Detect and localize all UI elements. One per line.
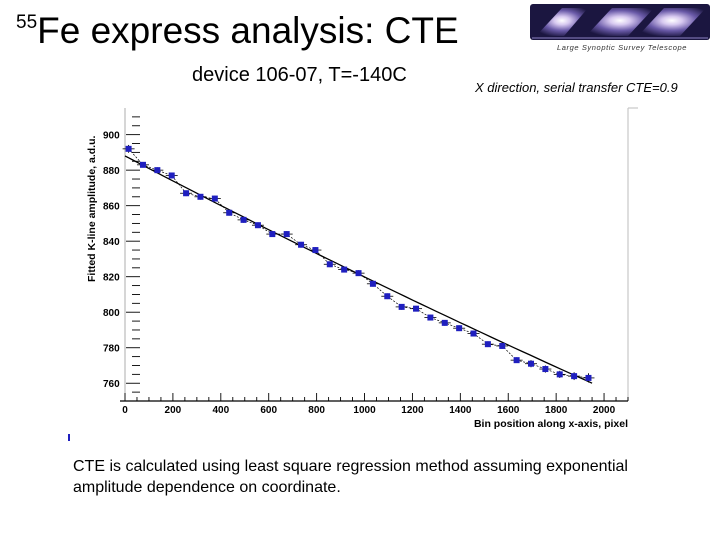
- y-tick-label: 760: [103, 379, 120, 390]
- y-tick-label: 780: [103, 344, 120, 355]
- slide-caption: CTE is calculated using least square reg…: [73, 458, 628, 496]
- x-tick-label: 0: [122, 405, 128, 416]
- slide-subtitle: device 106-07, T=-140C: [192, 64, 407, 86]
- x-tick-label: 1200: [401, 405, 424, 416]
- data-point: [527, 360, 534, 367]
- data-point: [484, 341, 491, 348]
- data-point: [183, 190, 190, 197]
- x-tick-label: 800: [308, 405, 325, 416]
- logo-text: Large Synoptic Survey Telescope: [556, 43, 688, 52]
- title-superscript: 55: [16, 12, 38, 33]
- x-axis-label: Bin position along x-axis, pixel: [474, 418, 628, 430]
- y-tick-label: 880: [103, 166, 120, 177]
- data-point: [139, 161, 146, 168]
- y-tick-label: 900: [103, 131, 120, 142]
- data-point: [269, 231, 276, 238]
- data-point: [413, 305, 420, 312]
- data-point: [571, 373, 578, 380]
- y-tick-label: 860: [103, 202, 120, 213]
- y-tick-label: 840: [103, 237, 120, 248]
- data-point: [556, 371, 563, 378]
- data-point: [384, 293, 391, 300]
- data-point: [470, 330, 477, 337]
- lsst-logo: [530, 4, 710, 40]
- x-tick-label: 600: [260, 405, 277, 416]
- data-point: [125, 145, 132, 152]
- data-point: [298, 241, 305, 248]
- data-point: [585, 374, 592, 381]
- cte-note: X direction, serial transfer CTE=0.9: [475, 80, 678, 95]
- x-tick-label: 1600: [497, 405, 520, 416]
- x-tick-label: 200: [165, 405, 182, 416]
- data-point: [312, 247, 319, 254]
- data-point: [427, 314, 434, 321]
- data-point: [168, 172, 175, 179]
- data-point: [211, 195, 218, 202]
- data-point: [441, 319, 448, 326]
- x-tick-label: 1400: [449, 405, 472, 416]
- data-point: [254, 222, 261, 229]
- data-point: [283, 231, 290, 238]
- data-point: [226, 209, 233, 216]
- fit-line: [124, 155, 593, 384]
- data-point: [341, 266, 348, 273]
- y-axis-label: Fitted K-line amplitude, a.d.u.: [86, 135, 98, 282]
- data-point: [542, 366, 549, 373]
- data-connector-line: [128, 148, 589, 379]
- data-point: [154, 167, 161, 174]
- x-tick-label: 1000: [353, 405, 376, 416]
- data-point: [197, 193, 204, 200]
- title-main: Fe express analysis: CTE: [37, 10, 459, 51]
- x-tick-label: 2000: [593, 405, 616, 416]
- x-tick-label: 400: [212, 405, 229, 416]
- slide-title: 55Fe express analysis: CTE: [16, 10, 459, 52]
- data-point: [240, 216, 247, 223]
- x-tick-label: 1800: [545, 405, 568, 416]
- data-point: [513, 357, 520, 364]
- data-point: [398, 303, 405, 310]
- data-point: [499, 342, 506, 349]
- data-point: [326, 261, 333, 268]
- data-point: [355, 270, 362, 277]
- data-point: [369, 280, 376, 287]
- y-tick-label: 820: [103, 273, 120, 284]
- data-point: [456, 325, 463, 332]
- y-tick-label: 800: [103, 308, 120, 319]
